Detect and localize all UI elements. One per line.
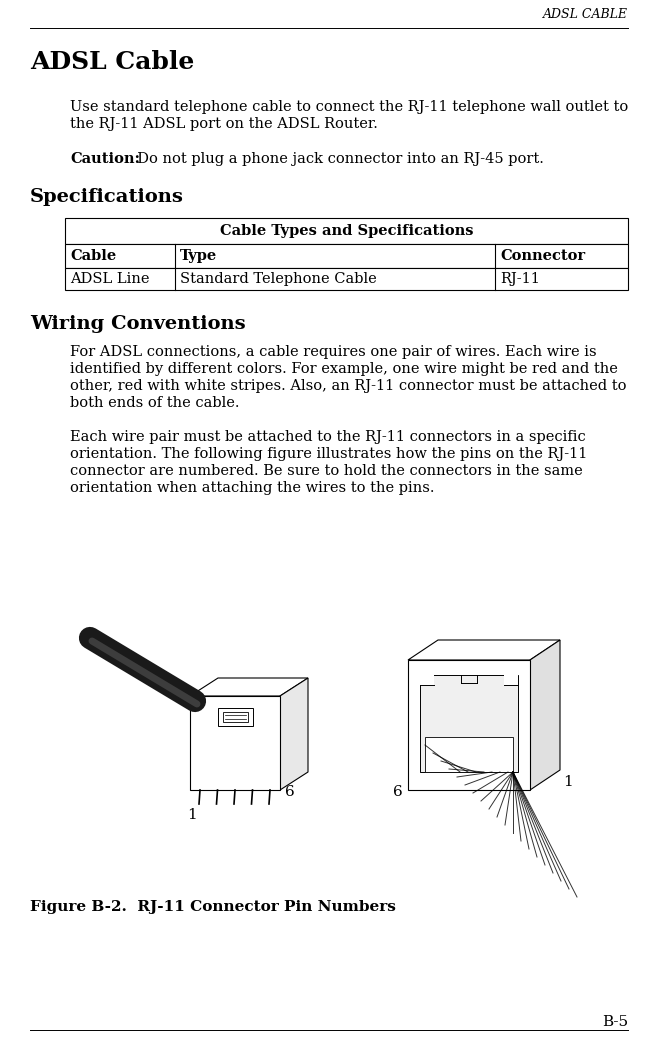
- Bar: [190, 696, 280, 790]
- Polygon shape: [408, 640, 560, 660]
- Text: ADSL CABLE: ADSL CABLE: [543, 8, 628, 21]
- Text: Wiring Conventions: Wiring Conventions: [30, 315, 245, 333]
- Bar: [420, 675, 518, 772]
- Text: identified by different colors. For example, one wire might be red and the: identified by different colors. For exam…: [70, 362, 618, 376]
- Bar: [420, 675, 434, 685]
- Text: Each wire pair must be attached to the RJ-11 connectors in a specific: Each wire pair must be attached to the R…: [70, 430, 586, 444]
- Bar: [408, 660, 530, 790]
- Bar: [65, 218, 628, 244]
- Text: Caution:: Caution:: [70, 152, 140, 166]
- Text: 6: 6: [285, 785, 295, 799]
- Text: ADSL Line: ADSL Line: [70, 272, 149, 286]
- Text: Type: Type: [180, 249, 217, 263]
- Polygon shape: [280, 678, 308, 790]
- Bar: [425, 737, 513, 772]
- Text: orientation when attaching the wires to the pins.: orientation when attaching the wires to …: [70, 481, 434, 495]
- Text: Cable Types and Specifications: Cable Types and Specifications: [220, 224, 473, 238]
- Text: ADSL Cable: ADSL Cable: [30, 50, 194, 74]
- Text: Standard Telephone Cable: Standard Telephone Cable: [180, 272, 377, 286]
- Bar: [65, 244, 628, 268]
- Text: B-5: B-5: [602, 1015, 628, 1029]
- Text: orientation. The following figure illustrates how the pins on the RJ-11: orientation. The following figure illust…: [70, 447, 588, 461]
- Text: Figure B-2.  RJ-11 Connector Pin Numbers: Figure B-2. RJ-11 Connector Pin Numbers: [30, 900, 396, 914]
- Text: Cable: Cable: [70, 249, 116, 263]
- Text: RJ-11: RJ-11: [500, 272, 540, 286]
- Text: Do not plug a phone jack connector into an RJ-45 port.: Do not plug a phone jack connector into …: [128, 152, 544, 166]
- Bar: [65, 268, 628, 290]
- Bar: [218, 708, 253, 726]
- Text: connector are numbered. Be sure to hold the connectors in the same: connector are numbered. Be sure to hold …: [70, 464, 583, 478]
- Polygon shape: [190, 678, 308, 696]
- Bar: [504, 675, 518, 685]
- Text: Connector: Connector: [500, 249, 585, 263]
- Text: Specifications: Specifications: [30, 188, 184, 206]
- Text: 1: 1: [187, 808, 197, 822]
- Bar: [425, 737, 513, 772]
- Polygon shape: [530, 640, 560, 790]
- Text: 6: 6: [393, 785, 403, 799]
- Text: 1: 1: [563, 775, 572, 789]
- Text: both ends of the cable.: both ends of the cable.: [70, 396, 240, 410]
- Text: For ADSL connections, a cable requires one pair of wires. Each wire is: For ADSL connections, a cable requires o…: [70, 345, 597, 359]
- Text: other, red with white stripes. Also, an RJ-11 connector must be attached to: other, red with white stripes. Also, an …: [70, 379, 626, 393]
- Text: the RJ-11 ADSL port on the ADSL Router.: the RJ-11 ADSL port on the ADSL Router.: [70, 117, 378, 131]
- Text: Use standard telephone cable to connect the RJ-11 telephone wall outlet to: Use standard telephone cable to connect …: [70, 100, 628, 114]
- Bar: [222, 712, 247, 722]
